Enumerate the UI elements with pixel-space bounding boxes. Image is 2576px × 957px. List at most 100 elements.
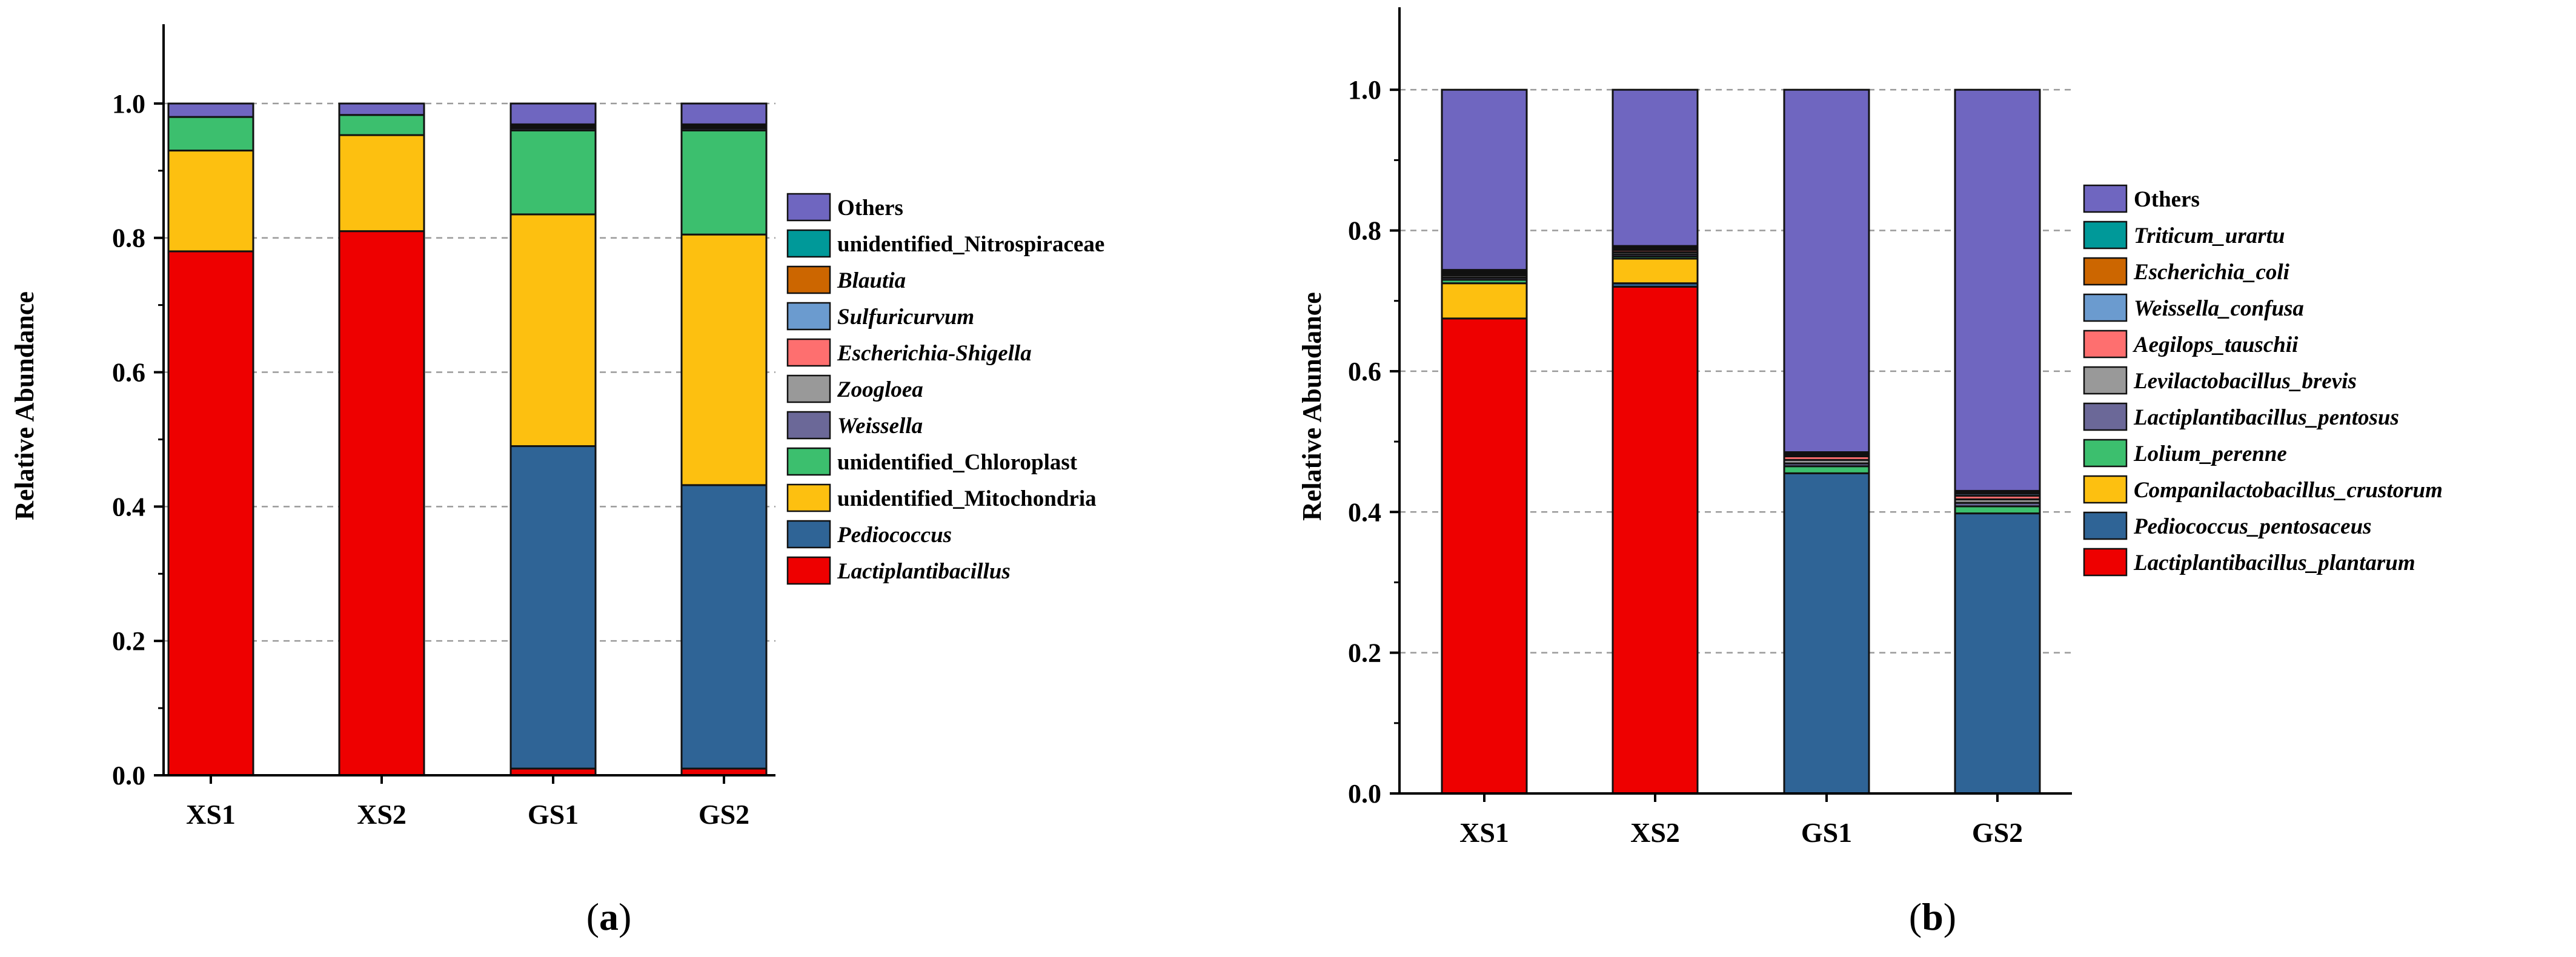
legend-swatch (2083, 439, 2128, 468)
y-tick-label: 0.2 (112, 626, 145, 656)
legend-label: Weissella_confusa (2134, 296, 2304, 321)
legend-swatch (786, 483, 831, 512)
bar-segment (167, 116, 254, 152)
bar-segment (510, 102, 597, 125)
legend-label: unidentified_Chloroplast (837, 450, 1078, 475)
bar-segment (1783, 88, 1870, 454)
bar-segment (510, 445, 597, 770)
legend-swatch (786, 302, 831, 331)
legend-swatch (786, 556, 831, 585)
bar-segment (680, 233, 768, 486)
legend-swatch (2083, 548, 2128, 577)
y-axis-title: Relative Abundance (1297, 292, 1327, 521)
bar-segment (338, 134, 425, 233)
y-tick-label: 0.8 (1348, 216, 1381, 246)
x-tick-label: GS2 (1972, 817, 2023, 848)
legend-swatch (2083, 293, 2128, 322)
legend-label: Escherichia-Shigella (837, 341, 1032, 366)
bar-segment (1441, 317, 1528, 795)
bar-segment (1783, 472, 1870, 795)
x-tick-label: GS2 (699, 799, 749, 830)
bar-segment (680, 484, 768, 770)
y-tick-label: 0.8 (112, 224, 145, 253)
panel-label-part: b (1922, 895, 1944, 938)
bar-segment (338, 230, 425, 777)
legend-label: Zoogloea (837, 377, 923, 402)
x-tick-label: XS1 (1459, 817, 1509, 848)
legend-label: Aegilops_tauschii (2133, 333, 2299, 357)
panel-label-part: ) (619, 895, 631, 938)
legend-label: Lactiplantibacillus_plantarum (2133, 551, 2415, 575)
bar-segment (1612, 88, 1699, 247)
legend-swatch (2083, 220, 2128, 250)
panel-a: XS1 XS2 GS1 GS2 0.0 0.2 0.4 0.6 0.8 1.0 Relative A… (10, 24, 1104, 938)
legend-swatch (786, 193, 831, 222)
x-tick-label: XS2 (1630, 817, 1680, 848)
legend-swatch (786, 520, 831, 549)
y-tick-label: 1.0 (1348, 75, 1381, 105)
legend-label: Escherichia_coli (2133, 260, 2290, 285)
legend-swatch (786, 265, 831, 294)
legend-swatch (2083, 184, 2128, 213)
bar-segment (1612, 285, 1699, 795)
bar-segment (167, 150, 254, 253)
panel-label: (b) (1909, 895, 1956, 938)
panel-label-part: ( (586, 895, 599, 938)
y-tick-label: 0.0 (112, 761, 145, 790)
legend-label: Pediococcus (837, 523, 952, 548)
bar-segment (1441, 88, 1528, 271)
bar-segment (680, 129, 768, 236)
x-tick-label: GS1 (1801, 817, 1852, 848)
y-tick-label: 0.2 (1348, 638, 1381, 668)
legend-label: Sulfuricurvum (837, 305, 974, 329)
legend-label: Lactiplantibacillus (837, 559, 1011, 584)
legend-swatch (786, 411, 831, 440)
legend-label: Pediococcus_pentosaceus (2133, 514, 2372, 539)
legend-label: Blautia (837, 268, 906, 293)
legend-swatch (2083, 475, 2128, 504)
x-tick-label: XS1 (186, 799, 236, 830)
bar-segment (680, 102, 768, 125)
bar-segment (1954, 505, 2041, 515)
panel-label: (a) (586, 895, 632, 938)
x-tick-label: XS2 (357, 799, 407, 830)
legend-swatch (2083, 257, 2128, 286)
bar-segment (167, 102, 254, 118)
y-tick-label: 0.4 (112, 492, 145, 522)
legend-label: Weissella (837, 414, 923, 439)
legend-label: Companilactobacillus_crustorum (2134, 478, 2443, 503)
bar-segment (167, 250, 254, 777)
bar-segment (1612, 257, 1699, 285)
legend-label: Others (2134, 187, 2200, 212)
y-tick-label: 0.6 (112, 358, 145, 388)
legend-swatch (786, 338, 831, 367)
legend-swatch (786, 229, 831, 258)
y-axis-title: Relative Abundance (10, 291, 39, 520)
panel-b: XS1 XS2 GS1 GS2 0.0 0.2 0.4 0.6 0.8 1.0 Relative A… (1297, 7, 2443, 938)
legend-swatch (786, 447, 831, 476)
legend-label: Triticum_urartu (2134, 224, 2285, 248)
panel-label-part: a (599, 895, 619, 938)
bar-segment (338, 114, 425, 136)
bar-segment (1954, 512, 2041, 795)
legend-label: unidentified_Mitochondria (837, 486, 1097, 511)
x-tick-label: GS1 (528, 799, 579, 830)
y-tick-label: 0.0 (1348, 779, 1381, 809)
legend-swatch (2083, 329, 2128, 359)
legend-label: Others (837, 196, 903, 220)
bar-segment (338, 102, 425, 116)
y-tick-label: 1.0 (112, 89, 145, 119)
legend-label: Lactiplantibacillus_pentosus (2133, 405, 2399, 430)
y-tick-label: 0.6 (1348, 357, 1381, 386)
y-tick-label: 0.4 (1348, 497, 1381, 527)
legend-swatch (2083, 511, 2128, 540)
bar-segment (1954, 88, 2041, 492)
bar-segment (1783, 465, 1870, 474)
bar-segment (1441, 282, 1528, 320)
legend-swatch (2083, 366, 2128, 395)
panel-label-part: ( (1909, 895, 1922, 938)
bar-segment (510, 129, 597, 216)
bar-segment (510, 213, 597, 448)
legend-swatch (2083, 402, 2128, 431)
